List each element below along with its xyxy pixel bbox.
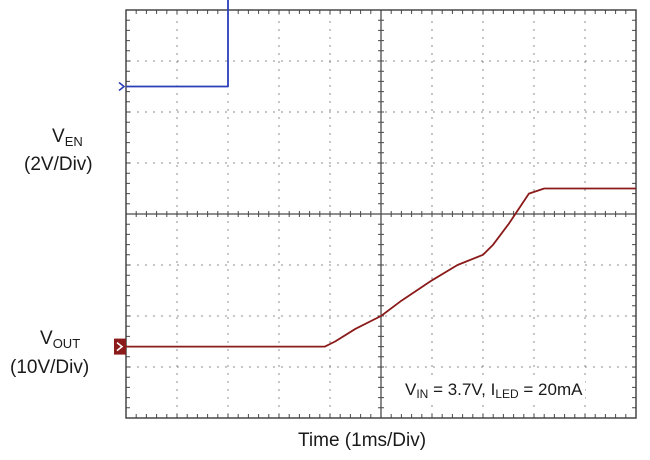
ven-trace: [126, 0, 229, 88]
ven-label: VEN: [52, 126, 83, 149]
plot-frame: [125, 9, 637, 419]
cond-iled-sub: LED: [495, 387, 519, 401]
vout-label-sub: OUT: [52, 336, 81, 351]
ven-ground-marker: [118, 81, 126, 92]
vout-label-main: V: [40, 328, 53, 349]
vout-ground-marker-arrow: [116, 341, 124, 352]
ven-label-sub: EN: [64, 134, 83, 149]
cond-vin-rest: = 3.7V,: [428, 380, 491, 399]
ven-label-main: V: [52, 126, 65, 147]
vout-ground-marker: [114, 338, 126, 355]
cond-iled-rest: = 20mA: [518, 380, 583, 399]
cond-iled-main: I: [490, 380, 496, 399]
vout-trace: [126, 187, 636, 348]
cond-vin-main: V: [405, 380, 417, 399]
test-conditions: VIN = 3.7V, ILED = 20mA: [402, 380, 586, 401]
ven-scale-label: (2V/Div): [24, 154, 93, 175]
x-axis-label: Time (1ms/Div): [298, 430, 427, 451]
vout-scale-label: (10V/Div): [10, 357, 90, 378]
cond-vin-sub: IN: [416, 387, 429, 401]
vout-label: VOUT: [40, 328, 80, 351]
